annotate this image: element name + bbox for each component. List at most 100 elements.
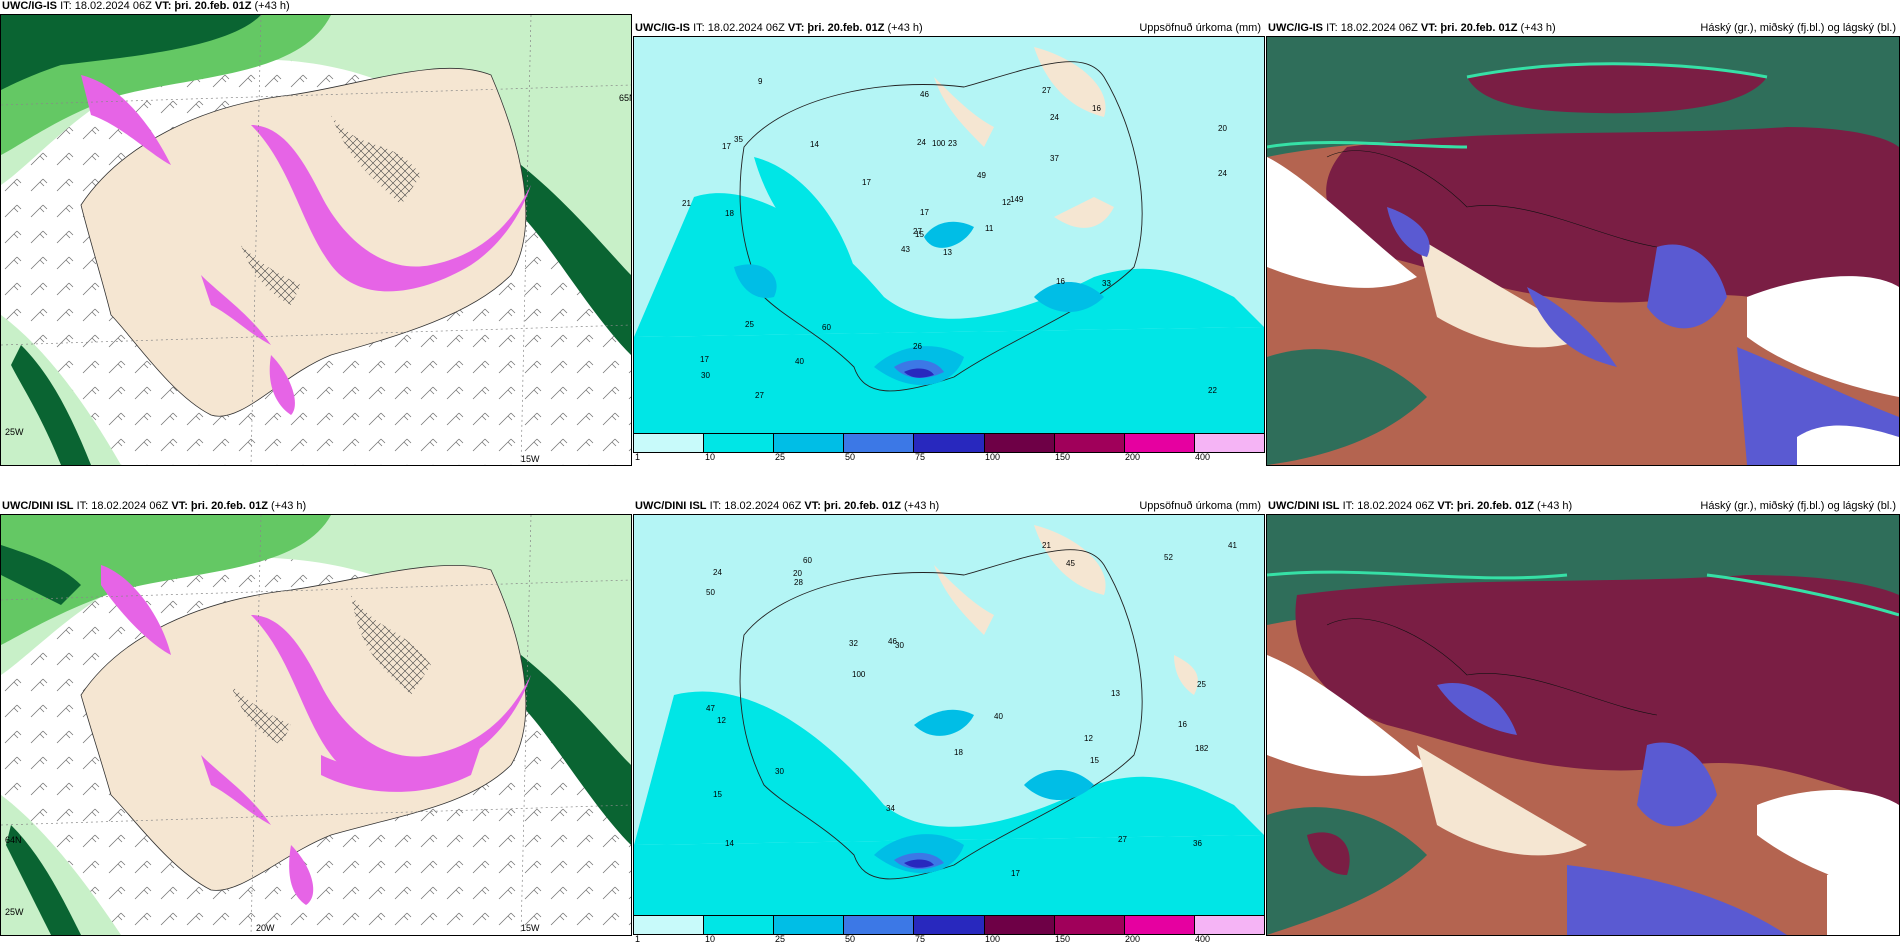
colorbar-tick: 75	[915, 452, 926, 462]
precip-value-label: 27	[1118, 835, 1127, 844]
panel-title: UWC/DINI ISL IT: 18.02.2024 06Z VT: þri.…	[2, 500, 307, 512]
colorbar-tick: 150	[1055, 934, 1071, 944]
precip-value-label: 34	[886, 804, 895, 813]
colorbar-segment	[1194, 916, 1264, 934]
precip-value-label: 15	[915, 230, 924, 239]
precip-value-label: 16	[1056, 277, 1065, 286]
precip-value-label: 18	[725, 209, 734, 218]
colorbar-tick: 50	[845, 452, 856, 462]
precip-value-label: 149	[1010, 195, 1024, 204]
panel-right-title: Uppsöfnuð úrkoma (mm)	[1139, 22, 1261, 34]
precip-value-label: 25	[1197, 680, 1206, 689]
colorbar-tick: 100	[985, 452, 1001, 462]
cloud-map[interactable]	[1266, 36, 1900, 466]
precip-value-label: 100	[932, 139, 946, 148]
colorbar-segment	[844, 916, 915, 934]
lon-label-15: 15W	[521, 454, 540, 464]
precip-value-label: 32	[849, 639, 858, 648]
precip-value-label: 13	[943, 248, 952, 257]
precip-value-label: 182	[1195, 744, 1209, 753]
precip-value-label: 15	[1090, 756, 1099, 765]
colorbar-segment	[914, 916, 985, 934]
colorbar-segment	[1124, 916, 1195, 934]
colorbar-segment	[704, 434, 775, 452]
colorbar-segment	[984, 916, 1055, 934]
wind-precip-map[interactable]: 64N 20W 15W 25W	[0, 514, 632, 936]
colorbar-tick: 1	[635, 934, 641, 944]
precip-value-label: 40	[994, 712, 1003, 721]
cloud-map[interactable]	[1266, 514, 1900, 936]
precip-value-label: 24	[917, 138, 926, 147]
colorbar-tick: 25	[775, 934, 786, 944]
colorbar-segment	[984, 434, 1055, 452]
panel-wind-dini: UWC/DINI ISL IT: 18.02.2024 06Z VT: þri.…	[0, 492, 632, 950]
panel-right-title: Uppsöfnuð úrkoma (mm)	[1139, 500, 1261, 512]
precip-value-label: 26	[913, 342, 922, 351]
precip-value-label: 21	[682, 199, 691, 208]
colorbar-tick: 1	[635, 452, 641, 462]
lat-label-64: 64N	[5, 835, 22, 845]
colorbar-tick: 75	[915, 934, 926, 944]
precip-value-label: 16	[1178, 720, 1187, 729]
precip-colorbar	[633, 915, 1265, 935]
colorbar-tick: 10	[705, 934, 716, 944]
precip-value-label: 14	[810, 140, 819, 149]
precip-value-label: 20	[1218, 124, 1227, 133]
precip-value-label: 50	[706, 588, 715, 597]
precip-value-label: 30	[895, 641, 904, 650]
precip-value-label: 45	[1066, 559, 1075, 568]
panel-title: UWC/IG-IS IT: 18.02.2024 06Z VT: þri. 20…	[1268, 22, 1556, 34]
colorbar-segment	[1194, 434, 1264, 452]
precip-value-label: 24	[1218, 169, 1227, 178]
colorbar-segment	[1124, 434, 1195, 452]
precip-value-label: 28	[794, 578, 803, 587]
panel-title: UWC/DINI ISL IT: 18.02.2024 06Z VT: þri.…	[635, 500, 940, 512]
panel-clouds-dini: UWC/DINI ISL IT: 18.02.2024 06Z VT: þri.…	[1266, 492, 1900, 950]
lon-label-25: 25W	[5, 907, 24, 917]
precip-value-label: 60	[803, 556, 812, 565]
precip-colorbar	[633, 433, 1265, 453]
precip-value-label: 17	[700, 355, 709, 364]
colorbar-segment	[844, 434, 915, 452]
colorbar-tick: 400	[1195, 452, 1211, 462]
precip-map[interactable]: 13 17 15 17 12 60 27 23 24 11 9 22 18 20 43 37 27 24 49 25 1…	[633, 36, 1265, 434]
panel-title: UWC/IG-IS IT: 18.02.2024 06Z VT: þri. 20…	[2, 0, 290, 12]
precip-value-label: 17	[862, 178, 871, 187]
precip-value-label: 18	[954, 748, 963, 757]
panel-title: UWC/IG-IS IT: 18.02.2024 06Z VT: þri. 20…	[635, 22, 923, 34]
panel-precip-ig: UWC/IG-IS IT: 18.02.2024 06Z VT: þri. 20…	[633, 0, 1265, 466]
precip-value-label: 47	[706, 704, 715, 713]
precip-value-label: 41	[1228, 541, 1237, 550]
precip-value-label: 49	[977, 171, 986, 180]
precip-value-label: 11	[985, 224, 994, 233]
panel-title: UWC/DINI ISL IT: 18.02.2024 06Z VT: þri.…	[1268, 500, 1573, 512]
precip-value-label: 16	[1092, 104, 1101, 113]
wind-precip-map[interactable]: 65N 15W 25W	[0, 14, 632, 466]
precip-value-label: 60	[822, 323, 831, 332]
panel-wind-ig: UWC/IG-IS IT: 18.02.2024 06Z VT: þri. 20…	[0, 0, 632, 466]
precip-value-label: 23	[948, 139, 957, 148]
precip-value-label: 27	[913, 227, 922, 236]
precip-value-label: 36	[1193, 839, 1202, 848]
colorbar-segment	[774, 916, 845, 934]
precip-value-label: 12	[717, 716, 726, 725]
colorbar-tick: 400	[1195, 934, 1211, 944]
precip-value-label: 15	[713, 790, 722, 799]
precip-value-label: 17	[722, 142, 731, 151]
precip-value-label: 21	[1042, 541, 1051, 550]
colorbar-segment	[914, 434, 985, 452]
precip-value-label: 35	[734, 135, 743, 144]
panel-right-title: Háský (gr.), miðský (fj.bl.) og lágský (…	[1700, 500, 1896, 512]
precip-value-label: 17	[920, 208, 929, 217]
precip-value-label: 37	[1050, 154, 1059, 163]
precip-value-label: 40	[795, 357, 804, 366]
precip-value-label: 27	[755, 391, 764, 400]
precip-value-label: 12	[1084, 734, 1093, 743]
colorbar-segment	[1054, 434, 1125, 452]
precip-value-label: 27	[1042, 86, 1051, 95]
precip-map[interactable]: 12 16 14 60 30 27 15 45 32 17 50 47 24 36 34 25 18 40 46 30…	[633, 514, 1265, 916]
colorbar-tick: 50	[845, 934, 856, 944]
precip-value-label: 46	[888, 637, 897, 646]
precip-value-label: 33	[1102, 279, 1111, 288]
lat-label-65: 65N	[619, 93, 631, 103]
